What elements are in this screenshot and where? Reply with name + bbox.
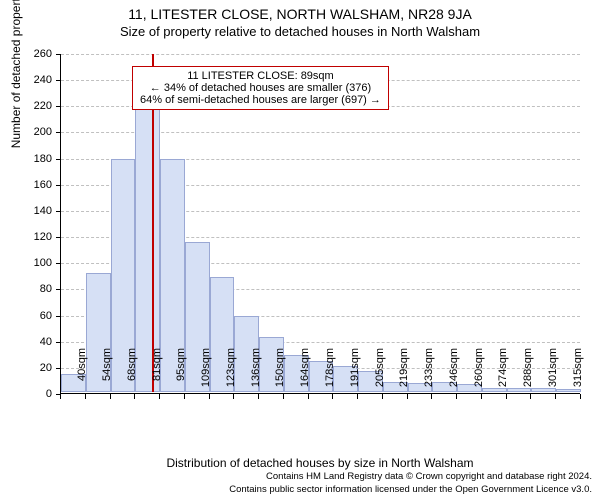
x-tick-label: 54sqm [101, 348, 113, 398]
chart-subtitle: Size of property relative to detached ho… [0, 22, 600, 41]
x-tick-mark [407, 394, 408, 399]
y-tick-label: 40 [12, 336, 52, 348]
x-tick-label: 315sqm [572, 348, 584, 398]
chart-title: 11, LITESTER CLOSE, NORTH WALSHAM, NR28 … [0, 0, 600, 22]
x-tick-mark [555, 394, 556, 399]
x-tick-mark [283, 394, 284, 399]
x-tick-mark [258, 394, 259, 399]
y-tick-mark [56, 54, 61, 55]
x-tick-mark [209, 394, 210, 399]
y-tick-mark [56, 159, 61, 160]
x-tick-label: 136sqm [250, 348, 262, 398]
callout-box: 11 LITESTER CLOSE: 89sqm ← 34% of detach… [132, 66, 389, 110]
y-tick-mark [56, 368, 61, 369]
x-tick-mark [357, 394, 358, 399]
x-tick-mark [85, 394, 86, 399]
x-tick-label: 95sqm [175, 348, 187, 398]
x-tick-label: 109sqm [200, 348, 212, 398]
y-tick-label: 200 [12, 126, 52, 138]
x-tick-mark [159, 394, 160, 399]
x-tick-label: 68sqm [126, 348, 138, 398]
x-tick-mark [530, 394, 531, 399]
plot-area: Number of detached properties 11 LITESTE… [60, 54, 580, 394]
x-tick-label: 150sqm [274, 348, 286, 398]
y-tick-label: 80 [12, 283, 52, 295]
y-tick-mark [56, 132, 61, 133]
callout-line-1: 11 LITESTER CLOSE: 89sqm [140, 70, 381, 82]
callout-line-3: 64% of semi-detached houses are larger (… [140, 94, 381, 106]
x-tick-label: 40sqm [76, 348, 88, 398]
x-tick-label: 233sqm [423, 348, 435, 398]
x-tick-mark [308, 394, 309, 399]
y-tick-mark [56, 211, 61, 212]
x-tick-label: 219sqm [398, 348, 410, 398]
y-tick-mark [56, 316, 61, 317]
x-tick-mark [382, 394, 383, 399]
chart-container: 11, LITESTER CLOSE, NORTH WALSHAM, NR28 … [0, 0, 600, 500]
y-tick-label: 160 [12, 179, 52, 191]
x-tick-label: 246sqm [448, 348, 460, 398]
y-tick-mark [56, 263, 61, 264]
y-tick-mark [56, 237, 61, 238]
x-tick-label: 301sqm [547, 348, 559, 398]
x-tick-mark [481, 394, 482, 399]
y-tick-label: 240 [12, 74, 52, 86]
x-tick-mark [506, 394, 507, 399]
y-tick-label: 120 [12, 231, 52, 243]
x-tick-mark [456, 394, 457, 399]
x-tick-mark [184, 394, 185, 399]
x-axis-label: Distribution of detached houses by size … [60, 456, 580, 470]
x-tick-label: 274sqm [497, 348, 509, 398]
y-tick-label: 100 [12, 257, 52, 269]
footer-attribution: Contains HM Land Registry data © Crown c… [229, 471, 592, 496]
y-tick-label: 0 [12, 388, 52, 400]
x-tick-label: 260sqm [473, 348, 485, 398]
x-tick-label: 123sqm [225, 348, 237, 398]
x-tick-label: 164sqm [299, 348, 311, 398]
callout-line-2: ← 34% of detached houses are smaller (37… [140, 82, 381, 94]
x-tick-label: 81sqm [151, 348, 163, 398]
x-tick-mark [332, 394, 333, 399]
x-tick-label: 205sqm [374, 348, 386, 398]
x-tick-mark [60, 394, 61, 399]
y-tick-mark [56, 342, 61, 343]
y-tick-label: 180 [12, 153, 52, 165]
x-tick-mark [580, 394, 581, 399]
x-tick-mark [134, 394, 135, 399]
y-tick-label: 140 [12, 205, 52, 217]
y-tick-label: 260 [12, 48, 52, 60]
x-tick-label: 178sqm [324, 348, 336, 398]
y-tick-mark [56, 106, 61, 107]
y-tick-mark [56, 80, 61, 81]
y-tick-label: 220 [12, 100, 52, 112]
gridline [61, 54, 580, 55]
y-tick-label: 60 [12, 310, 52, 322]
x-tick-mark [233, 394, 234, 399]
footer-line-2: Contains public sector information licen… [229, 484, 592, 496]
footer-line-1: Contains HM Land Registry data © Crown c… [229, 471, 592, 483]
y-tick-mark [56, 289, 61, 290]
y-tick-label: 20 [12, 362, 52, 374]
y-tick-mark [56, 185, 61, 186]
x-tick-mark [431, 394, 432, 399]
x-tick-mark [110, 394, 111, 399]
x-tick-label: 191sqm [349, 348, 361, 398]
x-tick-label: 288sqm [522, 348, 534, 398]
